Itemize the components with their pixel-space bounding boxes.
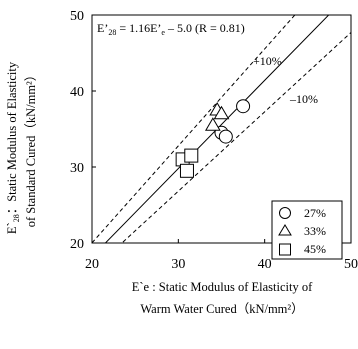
plot-lines [92,15,351,243]
legend: 27% 33% 45% [271,200,343,260]
regression-equation: E’28 = 1.16E’e – 5.0 (R = 0.81) [97,21,245,37]
legend-square-marker [279,243,291,256]
x-tick-label: 20 [85,257,99,272]
regression-line [104,15,330,243]
legend-label-27: 27% [304,206,326,220]
y-tick-label: 50 [70,9,84,24]
band-upper-label: +10% [253,54,282,68]
point-square [184,148,199,163]
y-tick-label: 20 [70,237,84,252]
point-circle [236,99,251,114]
point-triangle [213,105,230,120]
x-axis-label-line1: E`e : Static Modulus of Elasticity of [132,280,313,294]
axis-ticks: 20 30 40 50 20 30 40 50 [70,9,358,272]
point-triangle [204,117,221,131]
data-points [175,99,251,178]
point-circle [218,129,233,144]
legend-label-33: 33% [304,224,326,238]
x-tick-label: 40 [258,257,272,272]
plot-frame [91,14,352,244]
upper-band-line [92,15,296,243]
legend-circle-marker [279,207,291,219]
x-tick-label: 50 [344,257,358,272]
x-tick-label: 30 [171,257,185,272]
y-axis-label-line2: of Standard Cured（kN/mm²） [24,69,38,228]
legend-label-45: 45% [304,242,326,256]
legend-triangle-marker [278,224,292,236]
point-square [179,163,194,178]
y-tick-label: 30 [70,161,84,176]
y-tick-label: 40 [70,85,84,100]
x-axis-label-line2: Warm Water Cured（kN/mm²） [140,302,303,316]
lower-band-line [121,32,351,243]
y-axis-label-line1: E`28：Static Modulus of Elasticity [5,61,21,234]
band-lower-label: –10% [289,92,318,106]
